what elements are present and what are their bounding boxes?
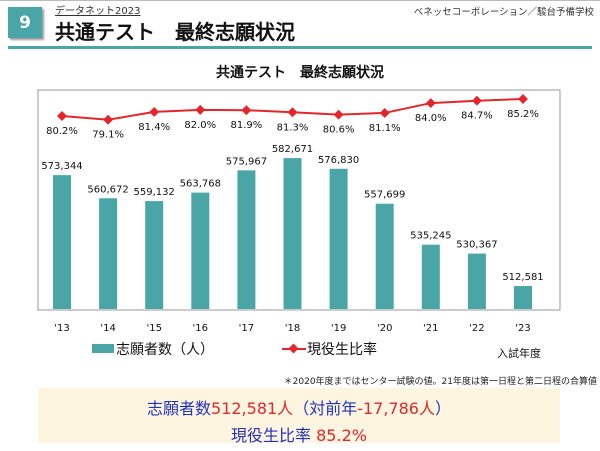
top-border xyxy=(0,0,600,1)
ratio-point xyxy=(57,111,67,121)
bar xyxy=(145,201,164,309)
bar-value-label: 563,768 xyxy=(180,179,221,190)
bar-value-label: 576,830 xyxy=(318,155,359,166)
x-tick-label: '19 xyxy=(331,323,346,334)
x-tick-label: '18 xyxy=(285,323,300,334)
ratio-value-label: 82.0% xyxy=(184,120,216,131)
x-tick-label: '21 xyxy=(423,323,438,334)
summary-ratio-label: 現役生比率 xyxy=(231,426,317,445)
page-title: 共通テスト 最終志願状況 xyxy=(55,20,295,44)
ratio-point xyxy=(379,107,390,118)
bar-value-label: 530,367 xyxy=(456,240,497,251)
ratio-value-label: 84.7% xyxy=(461,111,493,122)
summary-paren: ） xyxy=(434,399,451,418)
bar xyxy=(191,192,210,309)
summary-yoy-value: -17,786人 xyxy=(357,399,435,418)
ratio-value-label: 81.9% xyxy=(231,120,263,131)
plot-frame xyxy=(37,89,561,311)
bar xyxy=(283,158,302,309)
subtitle-link[interactable]: データネット2023 xyxy=(55,6,141,17)
bar xyxy=(514,286,532,309)
ratio-point xyxy=(471,95,482,106)
ratio-value-label: 85.2% xyxy=(507,109,539,120)
bar xyxy=(237,170,256,309)
bar-value-label: 575,967 xyxy=(226,156,267,167)
ratio-value-label: 84.0% xyxy=(415,113,447,124)
summary-yoy-label: （対前年 xyxy=(293,399,358,418)
x-axis-label: 入試年度 xyxy=(497,346,541,360)
x-tick-label: '16 xyxy=(193,323,208,334)
bar xyxy=(375,203,394,309)
summary-applicants-label: 志願者数 xyxy=(147,399,212,418)
bar-value-label: 560,672 xyxy=(87,184,128,195)
bar-value-label: 582,671 xyxy=(272,144,313,155)
bar xyxy=(99,198,118,309)
ratio-point xyxy=(425,98,436,109)
x-tick-label: '22 xyxy=(469,323,484,334)
x-tick-label: '20 xyxy=(377,323,392,334)
chart-title: 共通テスト 最終志願状況 xyxy=(216,64,384,81)
ratio-value-label: 80.2% xyxy=(46,126,78,137)
x-tick-label: '15 xyxy=(146,323,161,334)
ratio-point xyxy=(103,114,114,125)
legend-bar-swatch xyxy=(92,344,114,353)
ratio-value-label: 81.3% xyxy=(277,122,309,133)
summary-box: 志願者数512,581人（対前年-17,786人） 現役生比率 85.2% xyxy=(38,388,560,445)
bar-value-label: 557,699 xyxy=(364,190,405,201)
company-name: ベネッセコーポレーション／駿台予備学校 xyxy=(413,7,594,18)
ratio-point xyxy=(241,105,252,116)
bar-value-label: 512,581 xyxy=(502,272,543,283)
bar xyxy=(421,244,440,309)
ratio-point xyxy=(333,109,344,120)
chart: 共通テスト 最終志願状況 573,344 '13 560,672 '14 559,132… xyxy=(37,64,561,360)
x-tick-label: '14 xyxy=(100,323,115,334)
page-number-badge: 9 xyxy=(8,7,42,38)
ratio-point xyxy=(195,104,206,115)
header-rule xyxy=(8,46,592,49)
ratio-value-label: 79.1% xyxy=(92,130,124,141)
ratio-point xyxy=(287,107,298,118)
bar xyxy=(467,253,486,309)
bar xyxy=(329,168,348,309)
bar xyxy=(53,175,71,309)
legend-diamond-icon xyxy=(288,343,299,354)
summary-applicants-value: 512,581人 xyxy=(211,399,294,418)
bar-value-label: 573,344 xyxy=(41,161,82,172)
ratio-value-label: 81.4% xyxy=(138,122,170,133)
x-tick-label: '17 xyxy=(239,323,254,334)
x-tick-label: '13 xyxy=(54,323,69,334)
bar-value-label: 559,132 xyxy=(134,187,175,198)
ratio-point xyxy=(149,106,160,117)
ratio-point xyxy=(518,94,528,104)
x-tick-label: '23 xyxy=(515,323,530,334)
legend-bar-label: 志願者数（人） xyxy=(116,342,214,358)
summary-ratio-value: 85.2% xyxy=(316,426,367,445)
ratio-value-label: 80.6% xyxy=(323,125,355,136)
ratio-value-label: 81.1% xyxy=(369,123,401,134)
legend-line-label: 現役生比率 xyxy=(307,341,377,358)
footnote: ＊2020年度まではセンター試験の値。21年度は第一日程と第二日程の合算値 xyxy=(283,377,597,387)
bar-value-label: 535,245 xyxy=(410,231,451,242)
